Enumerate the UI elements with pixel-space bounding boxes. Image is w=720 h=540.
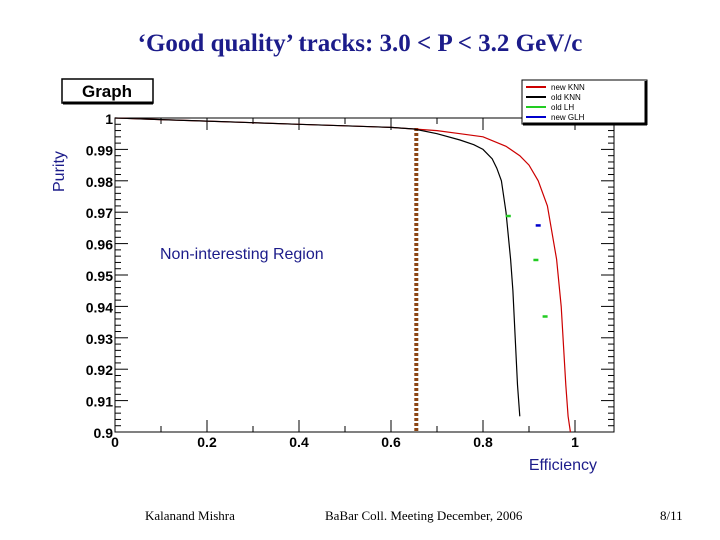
x-tick-label: 0.6 <box>381 434 401 450</box>
footer-meeting: BaBar Coll. Meeting December, 2006 <box>325 508 523 523</box>
y-tick-label: 0.9 <box>94 425 114 441</box>
y-tick-label: 0.98 <box>86 174 113 190</box>
y-tick-labels: 0.9 0.91 0.92 0.93 0.94 0.95 0.96 0.97 0.98 0.99 1 <box>86 111 113 441</box>
x-tick-label: 0.2 <box>197 434 217 450</box>
x-tick-labels: 0 0.2 0.4 0.6 0.8 1 <box>111 434 579 450</box>
y-tick-label: 0.94 <box>86 299 113 315</box>
axis-ticks <box>114 117 614 433</box>
annotation-non-interesting-region: Non-interesting Region <box>160 246 324 263</box>
data-point-new-glh <box>535 224 541 227</box>
legend-label-old-lh: old LH <box>551 103 574 112</box>
footer-page-number: 8/11 <box>660 508 683 523</box>
x-tick-label: 1 <box>571 434 579 450</box>
x-tick-label: 0 <box>111 434 119 450</box>
x-tick-label: 0.4 <box>289 434 309 450</box>
footer-author: Kalanand Mishra <box>145 508 235 523</box>
y-tick-label: 1 <box>105 111 113 127</box>
y-axis-label: Purity <box>51 151 68 192</box>
plot-frame <box>114 117 615 433</box>
slide-title: ‘Good quality’ tracks: 3.0 < P < 3.2 GeV… <box>137 30 583 57</box>
series-line-new-knn <box>114 117 571 433</box>
x-axis-label: Efficiency <box>529 457 597 474</box>
legend-label-old-knn: old KNN <box>551 93 581 102</box>
y-tick-label: 0.97 <box>86 205 113 221</box>
y-tick-label: 0.93 <box>86 331 113 347</box>
legend-label-new-knn: new KNN <box>551 83 585 92</box>
y-tick-label: 0.91 <box>86 394 113 410</box>
y-tick-label: 0.99 <box>86 142 113 158</box>
y-tick-label: 0.92 <box>86 362 113 378</box>
series-group <box>114 117 571 433</box>
graph-title-box: Graph <box>61 78 154 105</box>
series-line-old-knn <box>114 117 521 417</box>
x-tick-label: 0.8 <box>473 434 493 450</box>
legend-label-new-glh: new GLH <box>551 113 585 122</box>
data-point-old-lh <box>505 214 511 218</box>
graph-title: Graph <box>82 82 132 101</box>
y-tick-label: 0.96 <box>86 237 113 253</box>
data-point-old-lh <box>542 315 548 318</box>
y-tick-label: 0.95 <box>86 268 113 284</box>
data-point-old-lh <box>533 258 539 262</box>
